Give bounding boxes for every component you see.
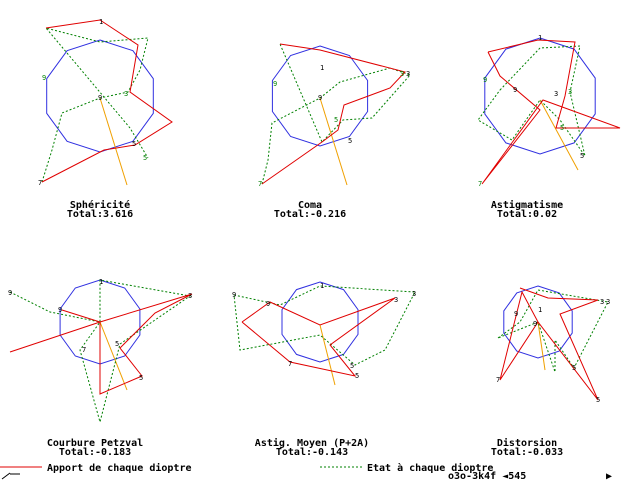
surface-label: 3 (406, 70, 410, 78)
surface-label: 3 (394, 296, 398, 304)
orange-axis-line (537, 321, 546, 371)
surface-label: 9 (266, 300, 270, 308)
footer-code: o3o-3k4f ◄545 (448, 471, 526, 480)
surface-label: 1 (538, 306, 542, 314)
legend-red-label: Apport de chaque dioptre (47, 462, 192, 474)
surface-label: 7 (258, 180, 262, 188)
surface-label: 5 (596, 396, 600, 404)
surface-label: 9 (98, 94, 102, 102)
surface-label: 7 (38, 179, 42, 187)
panel-total: Total:-0.216 (274, 209, 346, 220)
panel-5: 1 9 9 3 3 55 7 Astig. Moyen (P+2A)Total:-0.143 (232, 281, 416, 458)
surface-label: 9 (58, 306, 62, 314)
contribution-polyline (9, 293, 193, 395)
surface-label: 1 (99, 18, 103, 26)
surface-label: 5 (348, 137, 352, 145)
reference-decagon (271, 45, 369, 147)
state-polyline (41, 27, 149, 183)
panel-title: Courbure Petzval (47, 438, 143, 449)
surface-label: 9 (232, 291, 236, 299)
orange-axis-line (319, 97, 348, 186)
panel-title: Coma (298, 200, 322, 211)
surface-label: 7 (496, 376, 500, 384)
surface-label: 5 (115, 340, 119, 348)
surface-label: 7 (288, 360, 292, 368)
panel-title: Distorsion (497, 437, 557, 449)
reference-decagon (503, 285, 573, 359)
surface-label: 3 (188, 292, 192, 300)
state-polyline (9, 279, 192, 424)
surface-label: 5 (132, 140, 136, 148)
surface-label: 1 (320, 64, 324, 72)
surface-label: 9 (514, 310, 518, 318)
surface-label: 9 (318, 94, 322, 102)
panel-total: Total:-0.183 (59, 447, 131, 458)
orange-axis-line (99, 97, 128, 186)
surface-label: 9 (42, 74, 46, 82)
surface-label: 3 (600, 298, 604, 306)
surface-label: 1 (99, 278, 103, 286)
surface-label: 1 (538, 34, 542, 42)
reference-decagon (281, 281, 359, 363)
surface-label: 5 (350, 362, 354, 370)
contribution-polyline (41, 19, 173, 183)
surface-label: 9 (513, 86, 517, 94)
panel-total: Total:3.616 (67, 209, 133, 220)
contribution-polyline (481, 39, 621, 185)
contribution-polyline (499, 287, 599, 401)
surface-label: 1 (320, 282, 324, 290)
surface-label: 9 (483, 76, 487, 84)
panel-title: Astigmatisme (491, 199, 563, 211)
surface-label: 3 (606, 298, 610, 306)
orange-axis-line (539, 99, 579, 171)
corner-mark (1, 472, 20, 480)
surface-label: 7 (82, 346, 86, 354)
surface-label: 7 (478, 180, 482, 188)
legend-green-label: Etat à chaque dioptre (367, 462, 493, 474)
footer-next-arrow[interactable]: ▶ (606, 471, 612, 480)
surface-label: 9 (533, 320, 537, 328)
contribution-polyline (241, 297, 396, 377)
panel-total: Total:-0.033 (491, 447, 563, 458)
contribution-polyline (261, 43, 406, 185)
surface-label: 3 (124, 90, 128, 98)
surface-label: 9 (8, 289, 12, 297)
orange-axis-line (99, 321, 128, 391)
orange-axis-line (319, 324, 336, 386)
panel-title: Astig. Moyen (P+2A) (255, 437, 369, 449)
surface-label: 3 (412, 290, 416, 298)
footer: o3o-3k4f ◄545 ▶ (1, 471, 612, 480)
surface-label: 5 (560, 124, 564, 132)
surface-label: 5 (355, 372, 359, 380)
state-polyline (233, 285, 416, 366)
state-polyline (477, 45, 586, 157)
surface-label: 5 (143, 154, 147, 162)
surface-label: 5 (580, 152, 584, 160)
surface-label: 3 (400, 70, 404, 78)
legend: Apport de chaque dioptre Etat à chaque d… (0, 462, 493, 474)
surface-label: 5 (139, 374, 143, 382)
panel-title: Sphéricité (70, 199, 130, 211)
reference-decagon (484, 37, 596, 155)
panel-total: Total:-0.143 (276, 447, 348, 458)
surface-label: 5 (334, 116, 338, 124)
surface-label: 3 (568, 88, 572, 96)
surface-label: 3 (554, 90, 558, 98)
panel-total: Total:0.02 (497, 209, 557, 220)
surface-label: 9 (273, 80, 277, 88)
surface-label: 5 (572, 364, 576, 372)
